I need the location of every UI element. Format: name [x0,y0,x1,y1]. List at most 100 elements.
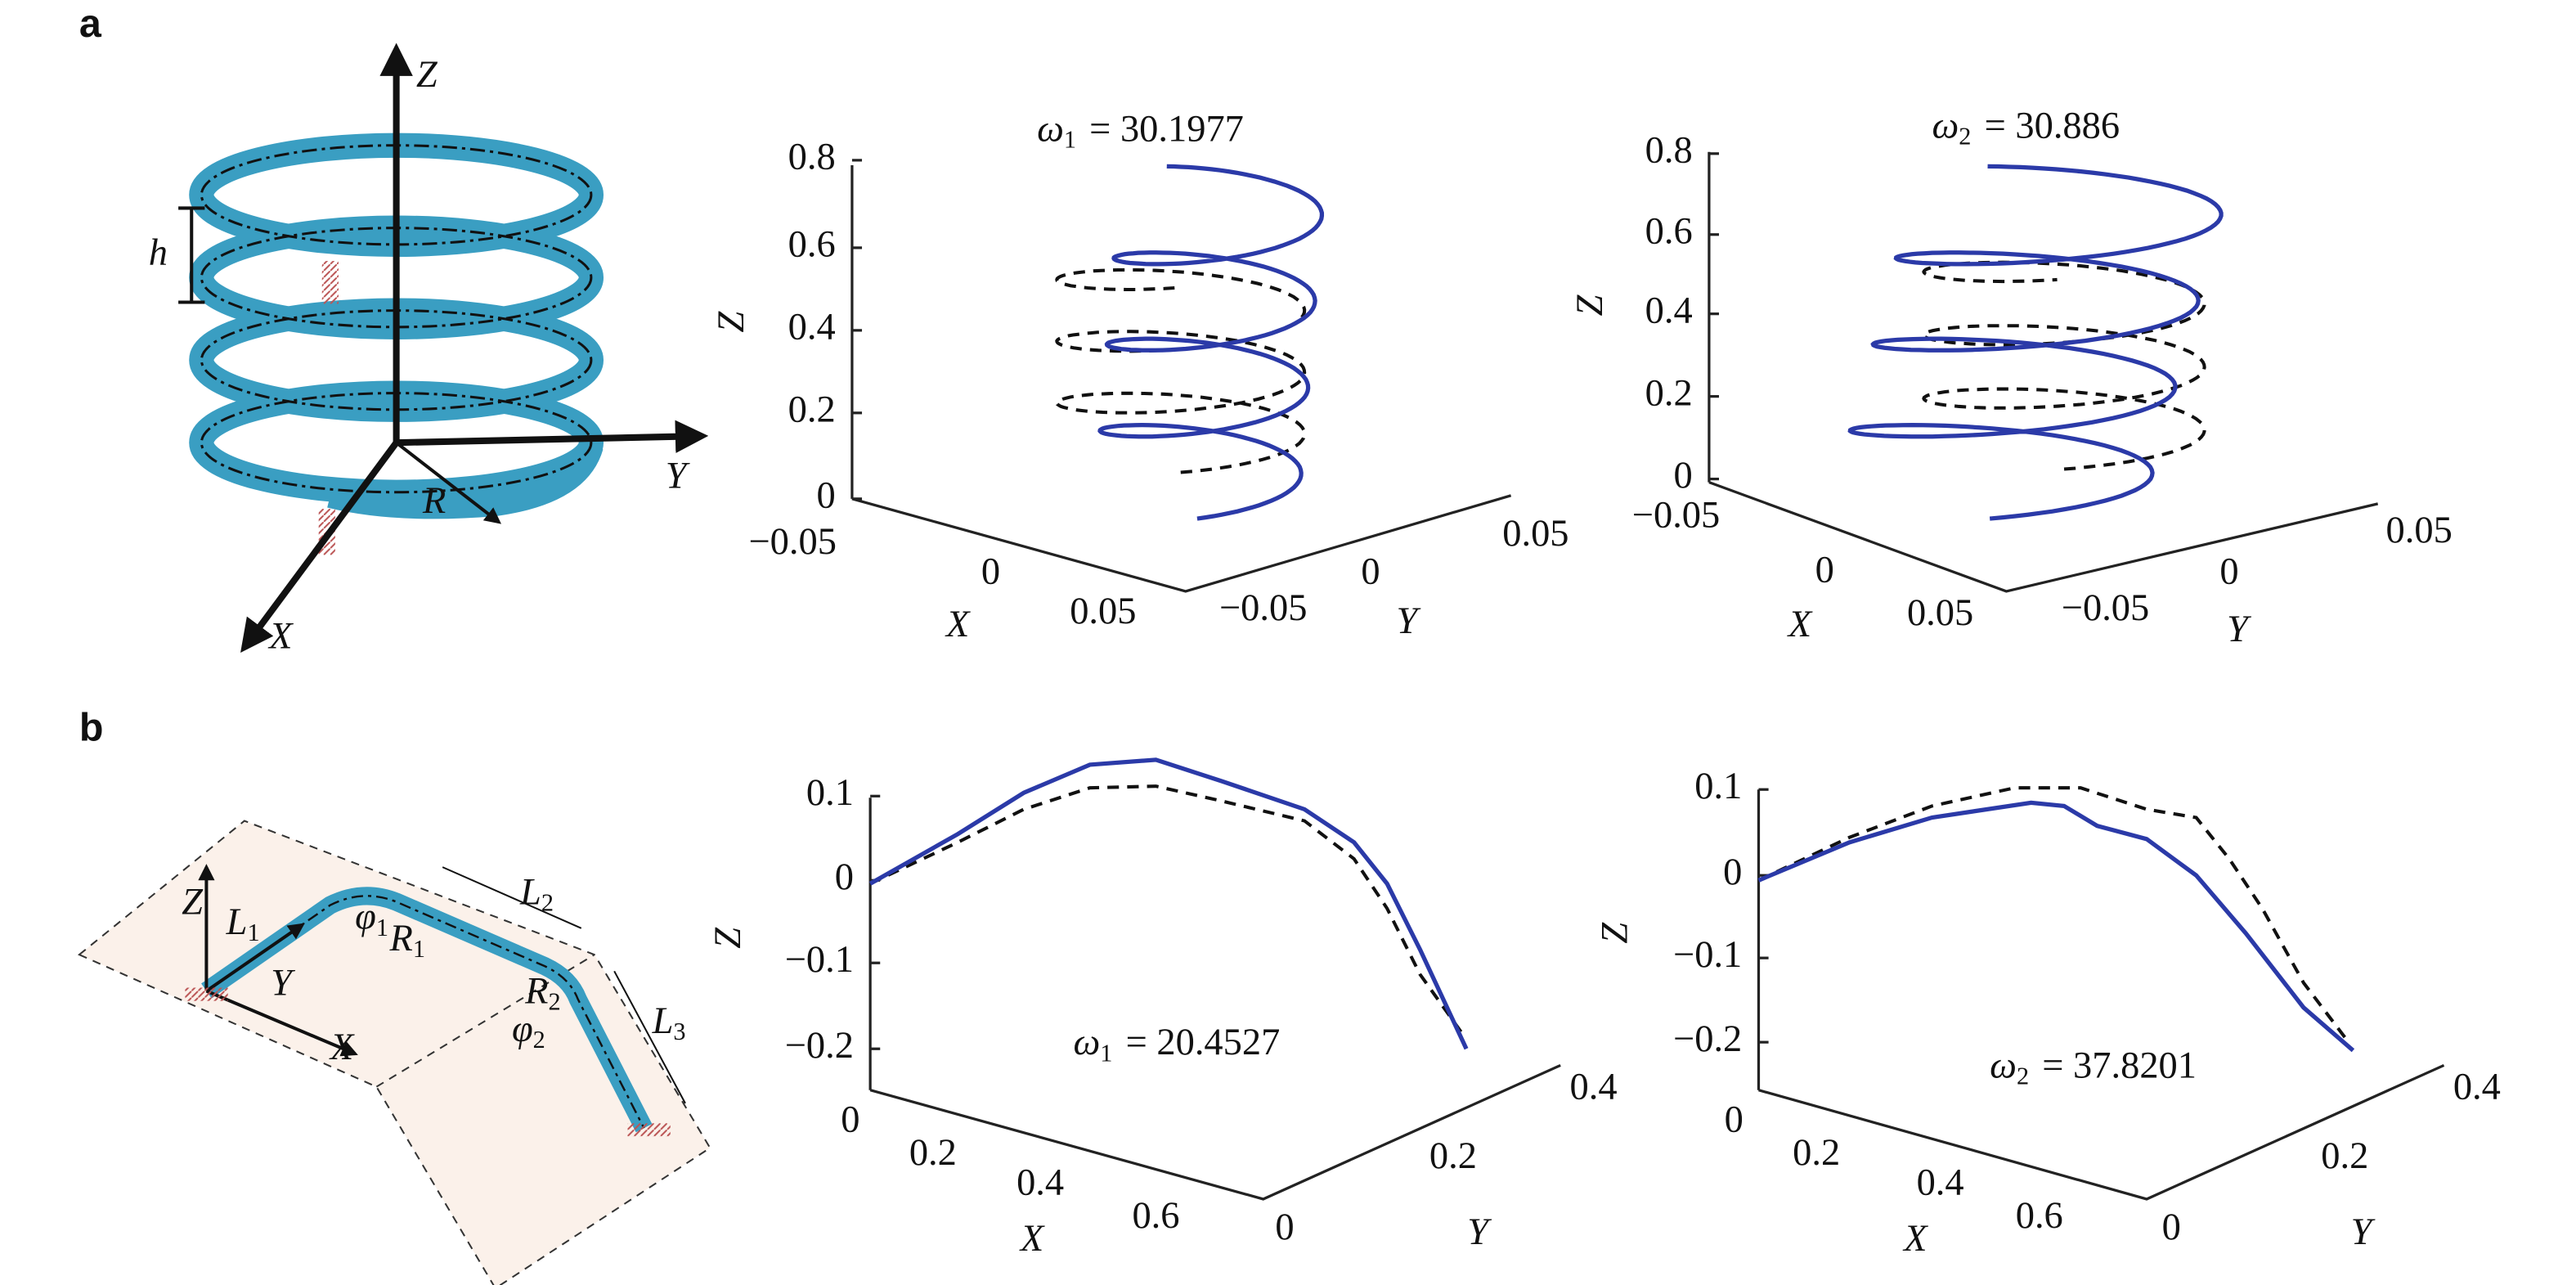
reference-shape [1922,260,2206,471]
title-sub: 1 [1064,126,1076,154]
y-axis-label: Y [2351,1211,2376,1253]
diagram-label-sub: 2 [541,889,554,917]
z-axis-label: Z [1569,294,1611,316]
plot-title: ω2 = 37.8201 [1990,1045,2197,1090]
title-symbol: ω [1037,108,1064,150]
diagram-label: φ2 [512,1009,545,1054]
z-tick-label: 0 [1723,851,1742,893]
z-axis-label: Z [707,927,749,949]
diagram-label: φ1 [355,896,388,941]
base-axes [1708,481,2379,593]
reference-shape [1757,786,2346,1039]
y-tick-label: 0 [2219,550,2238,592]
title-symbol: ω [1932,105,1959,146]
x-tick-label: 0.6 [1132,1195,1179,1237]
z-tick-label: 0 [835,856,854,898]
diagram-label-sub: 2 [548,988,560,1016]
spring-diagram [178,43,709,654]
title-symbol: ω [1073,1022,1100,1063]
x-tick-label: −0.05 [1632,495,1720,537]
diagram-label: Y [271,962,295,1004]
diagram-label: X [267,615,294,657]
base-axes [869,1063,1561,1201]
z-tick-label: 0.8 [1645,129,1693,171]
mode-shape [868,757,1469,1050]
z-tick-label: −0.1 [785,939,854,981]
mode-shape [1847,164,2224,521]
diagram-label-main: R [422,480,446,522]
x-tick-label: 0.05 [1070,591,1136,632]
y-tick-label: 0.4 [1570,1066,1618,1108]
panel-label: a [79,2,102,46]
z-tick-label: 0.6 [1645,210,1693,252]
y-tick-label: 0.05 [2386,510,2453,551]
y-tick-label: −0.05 [1219,587,1307,629]
title-sub: 2 [1959,123,1971,151]
diagram-label: Z [182,881,204,923]
base-axes [851,494,1512,593]
plot-title: ω2 = 30.886 [1932,105,2120,150]
z-tick-label: 0.4 [788,307,836,348]
diagram-label-main: Z [182,881,204,923]
panel-label: b [79,705,104,749]
diagram-label-sub: 1 [247,919,259,946]
title-value: = 30.1977 [1089,108,1244,150]
diagram-label-main: L [652,1000,674,1042]
z-tick-label: 0.8 [788,137,836,178]
x-tick-label: 0.6 [2016,1195,2063,1237]
diagram-label: R1 [389,918,426,963]
diagram-label-main: Z [416,54,438,96]
x-tick-label: 0 [1725,1099,1744,1141]
diagram-label: L2 [519,871,554,916]
diagram-label-main: Y [271,962,295,1004]
reference-shape [869,784,1463,1034]
z-axis-label: Z [711,311,752,333]
y-axis-label: Y [1467,1211,1492,1253]
y-tick-label: 0.05 [1502,513,1568,555]
z-tick-label: −0.1 [1673,934,1742,976]
title-value: = 37.8201 [2042,1045,2197,1086]
y-tick-label: 0.4 [2453,1066,2501,1108]
diagram-label: L3 [652,1000,686,1045]
mode-shape [1757,800,2355,1053]
x-tick-label: 0.2 [1793,1132,1840,1174]
z-tick-label: 0.2 [788,389,836,430]
y-tick-label: 0 [2162,1206,2181,1248]
plot-title: ω1 = 20.4527 [1073,1022,1280,1067]
z-tick-label: 0 [817,474,836,516]
y-tick-label: 0 [1361,550,1380,592]
x-tick-label: 0 [1815,549,1834,591]
x-tick-label: 0.4 [1917,1161,1964,1203]
diagram-label-main: R [524,970,548,1012]
y-tick-label: 0.2 [1429,1135,1477,1177]
mode-shape [1097,164,1325,521]
diagram-label: h [149,232,168,274]
plot-title: ω1 = 30.1977 [1037,108,1244,153]
reference-shape [1055,267,1307,474]
diagram-label-main: Y [666,455,690,496]
title-sub: 1 [1100,1039,1112,1067]
title-symbol: ω [1990,1045,2017,1086]
x-tick-label: 0 [841,1099,859,1141]
x-tick-label: −0.05 [748,521,836,563]
diagram-label-sub: 1 [413,935,425,963]
z-tick-label: 0.1 [1694,766,1742,807]
base-axes [1758,1063,2445,1201]
diagram-label-sub: 1 [376,914,388,941]
x-axis-label: X [1787,604,1813,645]
x-tick-label: 0.05 [1907,592,1973,634]
y-tick-label: −0.05 [2062,587,2149,629]
y-axis-label: Y [2227,609,2251,650]
x-axis-label: X [945,604,971,645]
diagram-label: Y [666,455,690,496]
x-axis-label: X [1902,1218,1928,1260]
diagram-label: Z [416,54,438,96]
diagram-label-main: h [149,232,168,274]
x-tick-label: 0.2 [909,1132,957,1174]
title-sub: 2 [2017,1063,2029,1090]
z-tick-label: 0.1 [806,772,854,814]
diagram-label-main: φ [355,896,376,937]
x-tick-label: 0 [981,550,1000,592]
